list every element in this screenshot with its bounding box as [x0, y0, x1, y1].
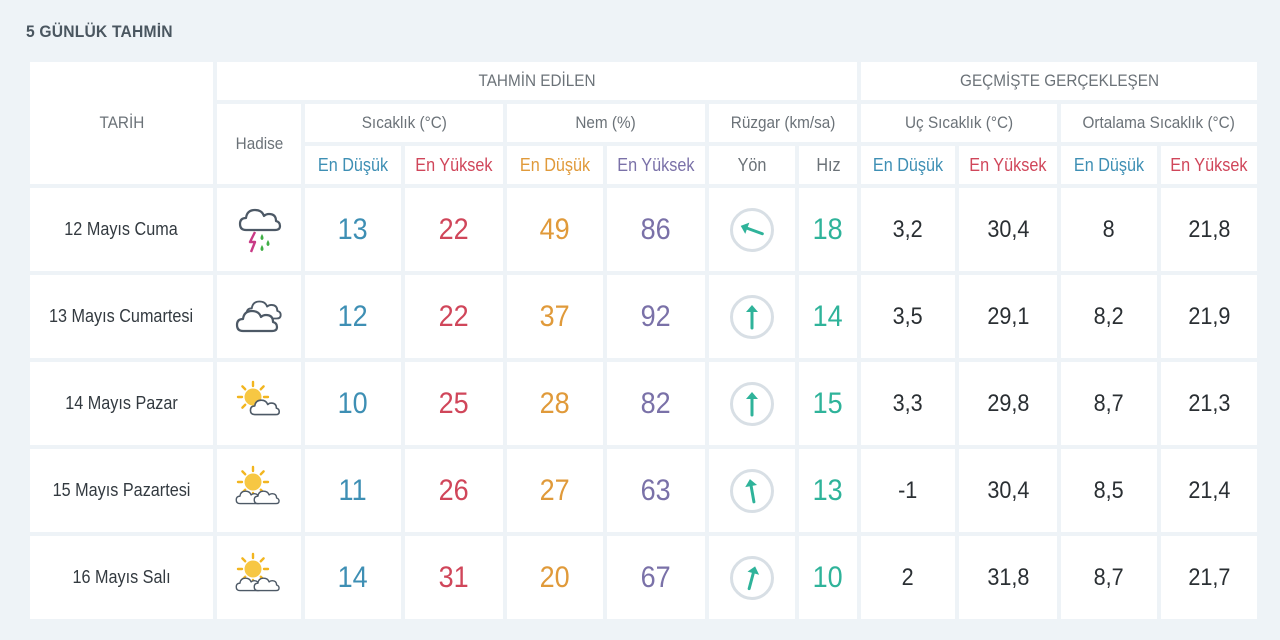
- page-title: 5 GÜNLÜK TAHMİN: [26, 22, 173, 41]
- humidity-header: Nem (%): [507, 104, 705, 142]
- cloudy-icon: [217, 275, 301, 358]
- hum-high-cell: 92: [607, 275, 705, 358]
- date-cell: 15 Mayıs Pazartesi: [30, 449, 213, 532]
- avg-low-cell: 8,7: [1061, 536, 1158, 619]
- wind-speed-header: Hız: [799, 146, 858, 184]
- sun-clouds-icon: [217, 449, 301, 532]
- date-cell: 13 Mayıs Cumartesi: [30, 275, 213, 358]
- extreme-temp-header: Uç Sıcaklık (°C): [861, 104, 1058, 142]
- date-cell: 16 Mayıs Salı: [30, 536, 213, 619]
- history-group-header: GEÇMİŞTE GERÇEKLEŞEN: [861, 62, 1258, 100]
- hum-high-cell: 82: [607, 362, 705, 445]
- hum-low-header: En Düşük: [507, 146, 603, 184]
- hum-high-cell: 67: [607, 536, 705, 619]
- ext-high-cell: 30,4: [959, 449, 1058, 532]
- forecast-group-header: TAHMİN EDİLEN: [217, 62, 858, 100]
- wind-speed-cell: 15: [799, 362, 858, 445]
- ext-low-cell: 3,2: [861, 188, 956, 271]
- wind-direction-header: Yön: [709, 146, 795, 184]
- avg-high-cell: 21,9: [1161, 275, 1258, 358]
- wind-arrow-icon: [730, 468, 774, 513]
- hum-low-cell: 28: [507, 362, 603, 445]
- avg-high-header: En Yüksek: [1161, 146, 1258, 184]
- phenomenon-header: Hadise: [217, 104, 301, 184]
- ext-low-cell: -1: [861, 449, 956, 532]
- temp-low-cell: 12: [305, 275, 401, 358]
- temp-low-cell: 11: [305, 449, 401, 532]
- avg-temp-header: Ortalama Sıcaklık (°C): [1061, 104, 1258, 142]
- hum-high-header: En Yüksek: [607, 146, 705, 184]
- avg-high-cell: 21,8: [1161, 188, 1258, 271]
- wind-speed-cell: 10: [799, 536, 858, 619]
- avg-low-cell: 8,5: [1061, 449, 1158, 532]
- temp-low-cell: 14: [305, 536, 401, 619]
- avg-high-cell: 21,4: [1161, 449, 1258, 532]
- ext-low-cell: 2: [861, 536, 956, 619]
- avg-low-cell: 8,2: [1061, 275, 1158, 358]
- hum-high-cell: 86: [607, 188, 705, 271]
- wind-direction-cell: [709, 449, 795, 532]
- temp-low-header: En Düşük: [305, 146, 401, 184]
- wind-header: Rüzgar (km/sa): [709, 104, 858, 142]
- hum-low-cell: 20: [507, 536, 603, 619]
- ext-high-cell: 29,8: [959, 362, 1058, 445]
- date-cell: 14 Mayıs Pazar: [30, 362, 213, 445]
- ext-high-cell: 30,4: [959, 188, 1058, 271]
- table-row: 15 Mayıs Pazartesi 11 26 27 63 13 -1 30,…: [30, 449, 1258, 532]
- temp-high-cell: 22: [405, 275, 503, 358]
- thunderstorm-icon: [217, 188, 301, 271]
- temp-high-cell: 31: [405, 536, 503, 619]
- temp-high-cell: 26: [405, 449, 503, 532]
- table-row: 13 Mayıs Cumartesi 12 22 37 92 14 3,5 29…: [30, 275, 1258, 358]
- hum-low-cell: 27: [507, 449, 603, 532]
- hum-high-cell: 63: [607, 449, 705, 532]
- partly-cloudy-icon: [217, 362, 301, 445]
- temp-high-cell: 25: [405, 362, 503, 445]
- wind-speed-cell: 18: [799, 188, 858, 271]
- avg-high-cell: 21,3: [1161, 362, 1258, 445]
- ext-low-cell: 3,3: [861, 362, 956, 445]
- date-cell: 12 Mayıs Cuma: [30, 188, 213, 271]
- wind-arrow-icon: [730, 207, 774, 252]
- avg-low-cell: 8: [1061, 188, 1158, 271]
- ext-high-cell: 31,8: [959, 536, 1058, 619]
- ext-high-cell: 29,1: [959, 275, 1058, 358]
- wind-arrow-icon: [730, 381, 774, 426]
- wind-direction-cell: [709, 536, 795, 619]
- wind-direction-cell: [709, 188, 795, 271]
- ext-high-header: En Yüksek: [959, 146, 1058, 184]
- wind-arrow-icon: [730, 294, 774, 339]
- avg-high-cell: 21,7: [1161, 536, 1258, 619]
- sun-clouds-icon: [217, 536, 301, 619]
- table-row: 16 Mayıs Salı 14 31 20 67 10 2 31,8 8,7 …: [30, 536, 1258, 619]
- temp-high-header: En Yüksek: [405, 146, 503, 184]
- wind-speed-cell: 14: [799, 275, 858, 358]
- wind-direction-cell: [709, 275, 795, 358]
- forecast-table: TARİH TAHMİN EDİLEN GEÇMİŞTE GERÇEKLEŞEN…: [26, 58, 1261, 623]
- temp-low-cell: 13: [305, 188, 401, 271]
- avg-low-header: En Düşük: [1061, 146, 1158, 184]
- wind-speed-cell: 13: [799, 449, 858, 532]
- temp-high-cell: 22: [405, 188, 503, 271]
- hum-low-cell: 49: [507, 188, 603, 271]
- ext-low-cell: 3,5: [861, 275, 956, 358]
- wind-arrow-icon: [730, 555, 774, 600]
- temperature-header: Sıcaklık (°C): [305, 104, 503, 142]
- date-header: TARİH: [30, 62, 213, 184]
- table-row: 12 Mayıs Cuma 13 22 49 86 18 3,2 30,4 8 …: [30, 188, 1258, 271]
- avg-low-cell: 8,7: [1061, 362, 1158, 445]
- wind-direction-cell: [709, 362, 795, 445]
- temp-low-cell: 10: [305, 362, 401, 445]
- table-row: 14 Mayıs Pazar 10 25 28 82 15 3,3 29,8 8…: [30, 362, 1258, 445]
- hum-low-cell: 37: [507, 275, 603, 358]
- ext-low-header: En Düşük: [861, 146, 956, 184]
